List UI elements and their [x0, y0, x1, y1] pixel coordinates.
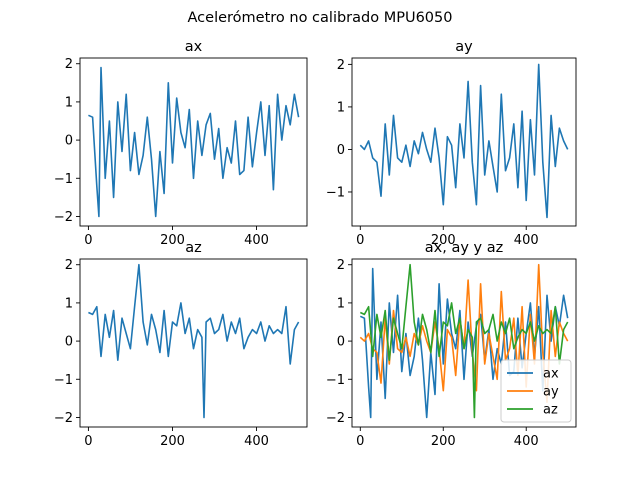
- x-tick-label: 0: [84, 434, 92, 449]
- series-line-az: [359, 263, 569, 419]
- legend: ax ay az: [500, 359, 572, 423]
- subplot-4: 0 200 400 −2 −1 0 1 2 ax, ay y az ax ay az: [326, 240, 577, 449]
- y-tick-label: 2: [65, 57, 73, 72]
- subplot-2: 0 200 400 −1 0 1 2 ay: [326, 39, 577, 248]
- subplot-title: az: [185, 240, 202, 256]
- x-tick-label: 400: [244, 233, 269, 248]
- y-tick-label: −1: [54, 373, 73, 388]
- axes-frame: [79, 258, 308, 428]
- y-tick-label: 2: [65, 258, 73, 273]
- series-group: [359, 263, 569, 419]
- y-tick-label: 1: [65, 296, 73, 311]
- figure-suptitle: Acelerómetro no calibrado MPU6050: [188, 10, 453, 26]
- series-line-series-1: [88, 263, 300, 419]
- legend-label-ay: ay: [543, 385, 559, 400]
- y-tick-label: 1: [337, 296, 345, 311]
- y-tick-label: 0: [337, 335, 345, 350]
- x-tick-label: 0: [84, 233, 92, 248]
- y-tick-label: 0: [337, 143, 345, 158]
- y-tick-label: 2: [337, 58, 345, 73]
- subplot-title: ay: [455, 39, 473, 55]
- x-tick-label: 400: [514, 434, 539, 449]
- series-line-series-1: [359, 63, 569, 219]
- series-group: [88, 263, 300, 419]
- x-tick-label: 200: [160, 233, 185, 248]
- subplot-3: 0 200 400 −2 −1 0 1 2 az: [54, 240, 308, 449]
- series-line-series-1: [88, 66, 300, 218]
- legend-label-ax: ax: [543, 367, 559, 382]
- x-tick-label: 200: [160, 434, 185, 449]
- subplot-1: 0 200 400 −2 −1 0 1 2 ax: [54, 39, 308, 248]
- y-tick-label: 1: [337, 100, 345, 115]
- x-tick-label: 0: [356, 233, 364, 248]
- y-tick-label: 0: [65, 335, 73, 350]
- axes-frame: [79, 57, 308, 227]
- x-tick-label: 200: [431, 233, 456, 248]
- y-tick-label: −1: [54, 172, 73, 187]
- y-tick-label: −2: [54, 411, 73, 426]
- x-tick-label: 400: [514, 233, 539, 248]
- y-tick-label: −2: [54, 210, 73, 225]
- y-tick-label: −1: [326, 373, 345, 388]
- series-group: [88, 66, 300, 218]
- x-tick-label: 400: [244, 434, 269, 449]
- x-tick-label: 200: [431, 434, 456, 449]
- subplot-title: ax: [185, 39, 203, 55]
- y-tick-label: 0: [65, 134, 73, 149]
- legend-label-az: az: [543, 403, 558, 418]
- y-tick-label: 2: [337, 258, 345, 273]
- legend-box: [500, 359, 572, 423]
- y-tick-label: 1: [65, 95, 73, 110]
- subplot-title: ax, ay y az: [425, 240, 503, 256]
- axes-frame: [351, 258, 577, 428]
- series-group: [359, 63, 569, 219]
- y-tick-label: −2: [326, 411, 345, 426]
- y-tick-label: −1: [326, 185, 345, 200]
- axes-frame: [351, 57, 577, 227]
- x-tick-label: 0: [356, 434, 364, 449]
